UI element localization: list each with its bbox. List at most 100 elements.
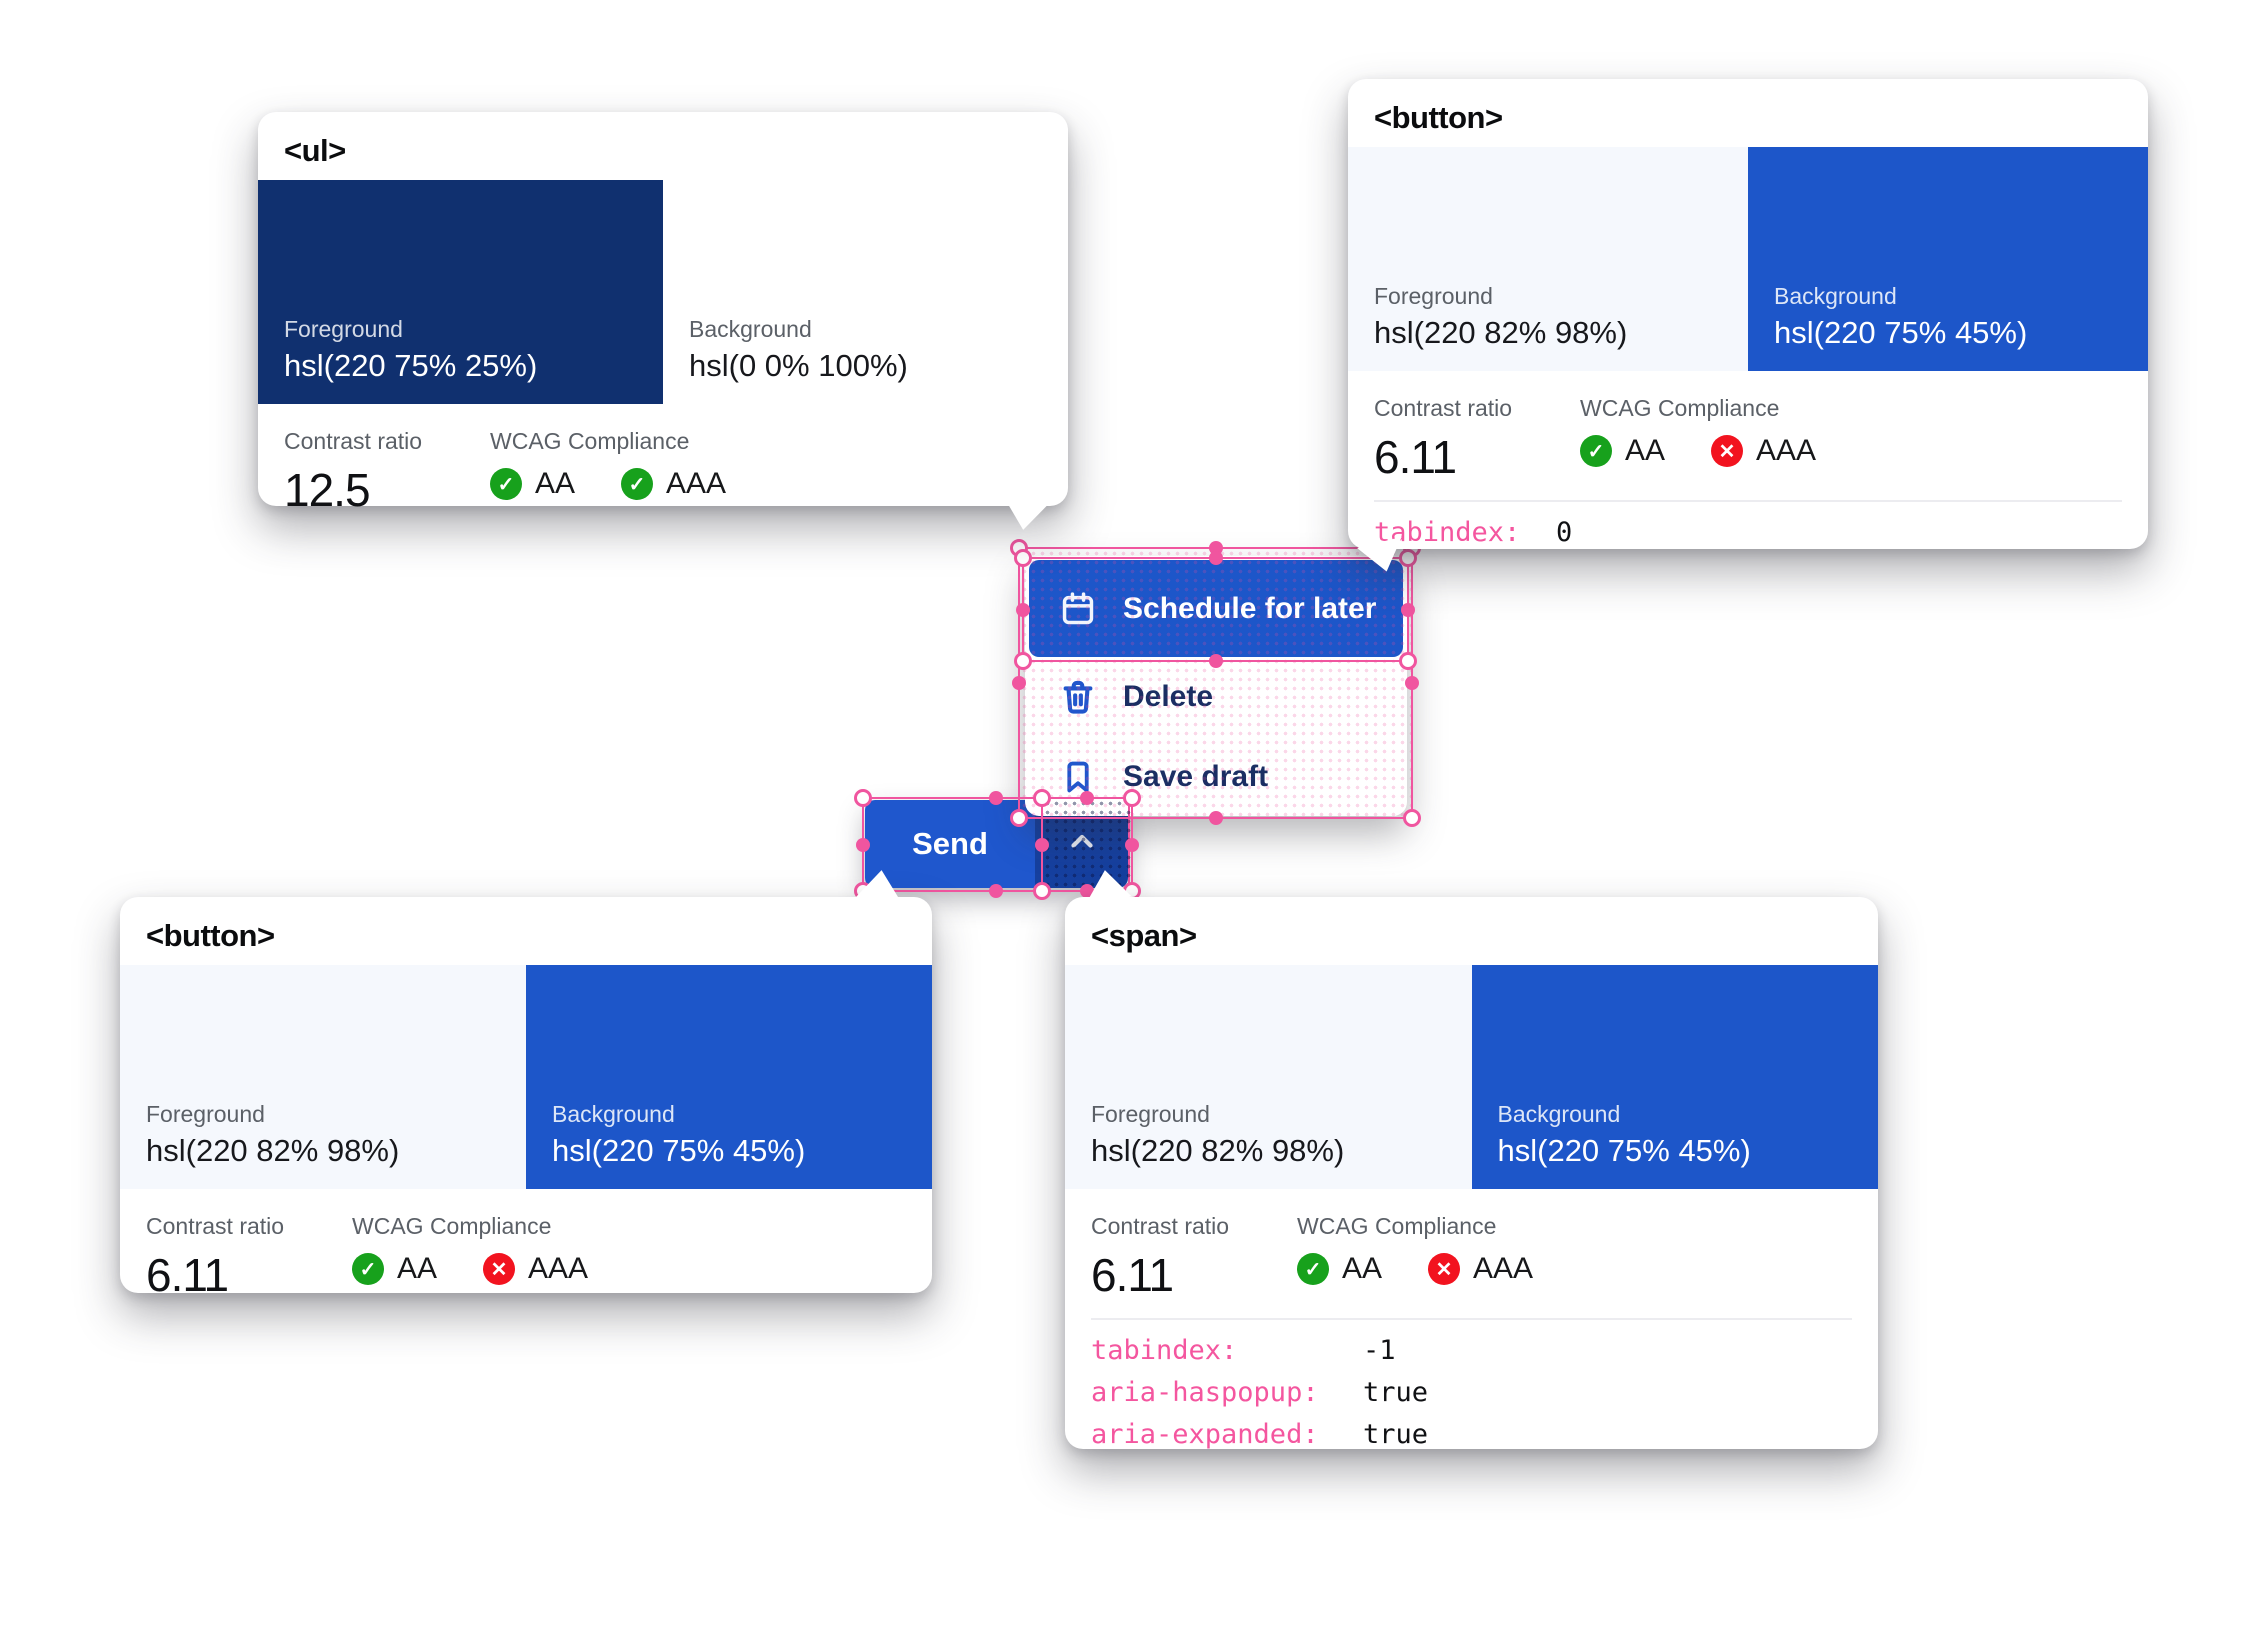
attribute-key: aria-expanded: (1091, 1419, 1319, 1450)
foreground-value: hsl(220 82% 98%) (146, 1133, 400, 1168)
color-swatches: Foreground hsl(220 82% 98%) Background h… (1348, 147, 2148, 371)
menu-item-label: Schedule for later (1123, 591, 1377, 625)
foreground-swatch: Foreground hsl(220 82% 98%) (120, 965, 526, 1189)
contrast-tooltip-ul: <ul> Foreground hsl(220 75% 25%) Backgro… (258, 112, 1068, 516)
element-tag: <span> (1091, 918, 1197, 953)
wcag-compliance-label: WCAG Compliance (352, 1213, 552, 1239)
foreground-value: hsl(220 82% 98%) (1091, 1133, 1345, 1168)
background-label: Background (552, 1101, 675, 1127)
menu-item-label: Save draft (1123, 759, 1269, 793)
tooltip-pointer (855, 867, 905, 903)
attribute-value: true (1363, 1377, 1429, 1408)
attribute-value: -1 (1363, 1335, 1396, 1366)
tooltip-pointer (1082, 866, 1132, 904)
contrast-ratio-value: 6.11 (1091, 1249, 1174, 1301)
background-swatch: Background hsl(220 75% 45%) (1471, 965, 1878, 1189)
background-label: Background (1497, 1101, 1621, 1127)
wcag-compliance-label: WCAG Compliance (490, 428, 690, 454)
element-tag: <button> (1374, 100, 1503, 135)
contrast-ratio-value: 6.11 (1374, 431, 1457, 483)
background-value: hsl(220 75% 45%) (1497, 1133, 1751, 1168)
menu-item-delete[interactable]: Delete (1029, 657, 1403, 737)
menu-item-save-draft[interactable]: Save draft (1029, 737, 1403, 816)
wcag-aaa-label: AAA (528, 1252, 589, 1285)
foreground-label: Foreground (1374, 283, 1493, 309)
tooltip-pointer (1000, 497, 1050, 533)
foreground-label: Foreground (146, 1101, 265, 1127)
pass-check-icon: ✓ (352, 1253, 384, 1285)
wcag-aaa-label: AAA (1756, 434, 1817, 467)
wcag-aaa-result: ✕ AAA (1711, 434, 1816, 468)
foreground-label: Foreground (1091, 1101, 1210, 1127)
background-label: Background (1774, 283, 1897, 309)
menu-item-label: Delete (1123, 680, 1214, 713)
chevron-up-icon (1065, 825, 1099, 864)
color-swatches: Foreground hsl(220 75% 25%) Background h… (258, 180, 1068, 404)
wcag-aa-result: ✓ AA (490, 467, 575, 501)
background-swatch: Background hsl(220 75% 45%) (1748, 147, 2148, 371)
foreground-value: hsl(220 75% 25%) (284, 348, 538, 383)
wcag-aa-label: AA (397, 1252, 438, 1285)
attribute-row: tabindex: -1 (1091, 1330, 1852, 1372)
menu-item-schedule[interactable]: Schedule for later (1029, 560, 1403, 657)
wcag-compliance-label: WCAG Compliance (1297, 1213, 1497, 1239)
pass-check-icon: ✓ (490, 468, 522, 500)
background-value: hsl(220 75% 45%) (552, 1133, 806, 1168)
element-tag: <ul> (284, 133, 346, 168)
contrast-ratio-label: Contrast ratio (284, 428, 423, 454)
pass-check-icon: ✓ (621, 468, 654, 500)
foreground-value: hsl(220 82% 98%) (1374, 315, 1628, 350)
background-value: hsl(220 75% 45%) (1774, 315, 2028, 350)
background-swatch: Background hsl(0 0% 100%) (663, 180, 1068, 404)
calendar-icon (1059, 590, 1097, 628)
wcag-aa-label: AA (1625, 434, 1666, 467)
wcag-aaa-label: AAA (1473, 1252, 1534, 1285)
send-button-label: Send (912, 826, 988, 861)
wcag-aaa-result: ✓ AAA (621, 467, 726, 501)
foreground-swatch: Foreground hsl(220 75% 25%) (258, 180, 663, 404)
pass-check-icon: ✓ (1580, 435, 1612, 467)
contrast-ratio-label: Contrast ratio (1374, 395, 1513, 421)
attribute-value: 0 (1556, 517, 1573, 548)
attribute-row: tabindex: 0 (1374, 512, 2122, 554)
fail-cross-icon: ✕ (1711, 435, 1744, 467)
foreground-label: Foreground (284, 316, 403, 342)
foreground-swatch: Foreground hsl(220 82% 98%) (1065, 965, 1472, 1189)
contrast-ratio-value: 12.5 (284, 464, 371, 516)
wcag-aa-result: ✓ AA (352, 1252, 437, 1286)
contrast-ratio-label: Contrast ratio (1091, 1213, 1230, 1239)
send-options-menu: Schedule for later Delete Save draft (1025, 556, 1407, 816)
color-swatches: Foreground hsl(220 82% 98%) Background h… (120, 965, 932, 1189)
send-button[interactable]: Send (865, 800, 1035, 888)
attribute-row: aria-haspopup: true (1091, 1372, 1852, 1414)
attribute-row: aria-expanded: true (1091, 1414, 1852, 1456)
wcag-aaa-result: ✕ AAA (1428, 1252, 1533, 1286)
aria-attributes: tabindex: 0 (1374, 500, 2122, 554)
contrast-tooltip-button-bottom: <button> Foreground hsl(220 82% 98%) Bac… (120, 897, 932, 1301)
attribute-key: tabindex: (1374, 517, 1521, 548)
attribute-key: tabindex: (1091, 1335, 1238, 1366)
wcag-aa-result: ✓ AA (1580, 434, 1665, 468)
contrast-ratio-label: Contrast ratio (146, 1213, 285, 1239)
trash-icon (1059, 678, 1097, 716)
pass-check-icon: ✓ (1297, 1253, 1329, 1285)
background-swatch: Background hsl(220 75% 45%) (526, 965, 932, 1189)
contrast-tooltip-button-top: <button> Foreground hsl(220 82% 98%) Bac… (1348, 79, 2148, 549)
contrast-tooltip-span: <span> Foreground hsl(220 82% 98%) Backg… (1065, 897, 1878, 1450)
background-value: hsl(0 0% 100%) (689, 348, 908, 383)
color-swatches: Foreground hsl(220 82% 98%) Background h… (1065, 965, 1878, 1189)
fail-cross-icon: ✕ (483, 1253, 516, 1285)
fail-cross-icon: ✕ (1428, 1253, 1461, 1285)
wcag-aa-result: ✓ AA (1297, 1252, 1382, 1286)
wcag-aaa-label: AAA (666, 467, 727, 500)
aria-attributes: tabindex: -1 aria-haspopup: true aria-ex… (1091, 1318, 1852, 1456)
contrast-ratio-value: 6.11 (146, 1249, 229, 1301)
background-label: Background (689, 316, 812, 342)
attribute-key: aria-haspopup: (1091, 1377, 1319, 1408)
wcag-aa-label: AA (535, 467, 576, 500)
bookmark-icon (1059, 758, 1097, 796)
wcag-compliance-label: WCAG Compliance (1580, 395, 1780, 421)
wcag-aaa-result: ✕ AAA (483, 1252, 588, 1286)
attribute-value: true (1363, 1419, 1429, 1450)
